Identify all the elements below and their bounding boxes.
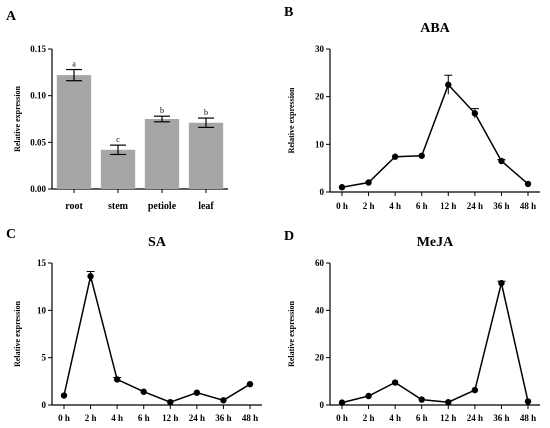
data-point <box>338 399 346 406</box>
series-line <box>341 83 529 188</box>
data-point <box>391 153 399 160</box>
x-tick-label: 4 h <box>111 413 123 423</box>
x-tick-label: stem <box>108 201 129 212</box>
x-tick-label: 24 h <box>189 413 205 423</box>
x-tick-label: 12 h <box>162 413 178 423</box>
panel-letter: A <box>6 9 17 24</box>
significance-label: b <box>160 106 164 115</box>
y-tick-label: 15 <box>37 258 47 268</box>
y-tick-label: 0 <box>42 400 47 410</box>
y-axis-title: Relative expression <box>287 301 296 367</box>
significance-label: a <box>72 60 76 69</box>
panel-letter: D <box>284 229 294 244</box>
x-tick-label: leaf <box>198 201 214 212</box>
data-point <box>113 376 121 383</box>
x-tick-label: 12 h <box>440 413 456 423</box>
y-tick-label: 0 <box>320 400 325 410</box>
data-point <box>471 110 479 117</box>
panel-d: D MeJA 0 20 40 60 Relative expression 0 h 2 h 4 h… <box>284 229 540 423</box>
y-axis-title: Relative expression <box>13 301 22 367</box>
x-tick-label: 6 h <box>416 413 428 423</box>
panel-a: A 0.00 0.05 0.10 0.15 Relative expression a roo… <box>6 9 228 212</box>
y-tick-label: 0 <box>320 187 325 197</box>
significance-label: b <box>204 108 208 117</box>
y-tick-label: 20 <box>315 92 325 102</box>
data-point <box>445 398 452 406</box>
data-point <box>391 379 399 386</box>
y-tick-label: 40 <box>315 305 325 315</box>
x-tick-label: 48 h <box>242 413 258 423</box>
y-tick-label: 30 <box>315 44 325 54</box>
y-tick-label: 0.15 <box>30 44 46 54</box>
x-tick-label: 36 h <box>493 413 509 423</box>
x-tick-label: 0 h <box>58 413 70 423</box>
x-tick-label: 36 h <box>215 413 231 423</box>
x-tick-label: 12 h <box>440 201 456 211</box>
x-tick-label: 24 h <box>467 201 483 211</box>
data-point <box>140 388 147 395</box>
x-tick-label: 6 h <box>138 413 150 423</box>
x-tick-label: 48 h <box>520 413 536 423</box>
y-axis-title: Relative expression <box>287 87 296 153</box>
y-tick-label: 0.10 <box>30 91 46 101</box>
x-tick-label: 6 h <box>416 201 428 211</box>
series-line <box>341 282 529 404</box>
panel-b: B ABA 0 10 20 30 Relative expression 0 h 2 h 4 h 6… <box>284 5 540 211</box>
x-tick-label: 2 h <box>363 201 375 211</box>
bar-root <box>56 75 92 189</box>
x-tick-label: 2 h <box>363 413 375 423</box>
data-point <box>471 386 479 394</box>
data-point <box>498 157 505 165</box>
x-tick-label: 4 h <box>389 413 401 423</box>
significance-label: c <box>116 135 120 144</box>
series-line <box>63 276 251 404</box>
bar-petiole <box>144 119 180 189</box>
data-point <box>338 184 346 191</box>
data-point <box>193 389 201 396</box>
data-point <box>365 392 372 400</box>
y-axis-title: Relative expression <box>13 86 22 152</box>
data-point <box>418 396 425 403</box>
x-tick-label: 4 h <box>389 201 401 211</box>
data-point <box>365 179 372 186</box>
x-tick-label: 48 h <box>520 201 536 211</box>
bar-leaf <box>188 122 224 189</box>
data-point <box>60 392 68 399</box>
data-point <box>418 152 425 159</box>
y-tick-label: 0.05 <box>30 137 46 147</box>
x-tick-label: 24 h <box>467 413 483 423</box>
data-point <box>167 398 174 406</box>
panel-letter: B <box>284 5 293 20</box>
x-tick-label: 2 h <box>85 413 97 423</box>
panel-letter: C <box>6 227 16 242</box>
data-point <box>87 273 94 280</box>
y-tick-label: 60 <box>315 258 325 268</box>
y-tick-label: 0.00 <box>30 184 46 194</box>
y-tick-label: 10 <box>37 305 47 315</box>
bar-stem <box>100 149 136 189</box>
chart-title: SA <box>148 235 167 250</box>
data-point <box>445 81 452 88</box>
y-tick-label: 10 <box>315 139 325 149</box>
y-tick-label: 20 <box>315 353 325 363</box>
x-tick-label: petiole <box>148 201 177 212</box>
data-point <box>524 180 532 188</box>
chart-title: ABA <box>420 21 450 36</box>
data-point <box>524 398 532 405</box>
chart-title: MeJA <box>417 235 454 250</box>
data-point <box>220 397 227 404</box>
panel-c: C SA 0 5 10 15 Relative expression 0 h 2 h 4 h 6 h… <box>6 227 262 423</box>
x-tick-label: 0 h <box>336 201 348 211</box>
x-tick-label: 36 h <box>493 201 509 211</box>
y-tick-label: 5 <box>42 353 47 363</box>
data-point <box>498 279 505 287</box>
x-tick-label: root <box>65 201 83 212</box>
data-point <box>246 380 254 388</box>
x-tick-label: 0 h <box>336 413 348 423</box>
